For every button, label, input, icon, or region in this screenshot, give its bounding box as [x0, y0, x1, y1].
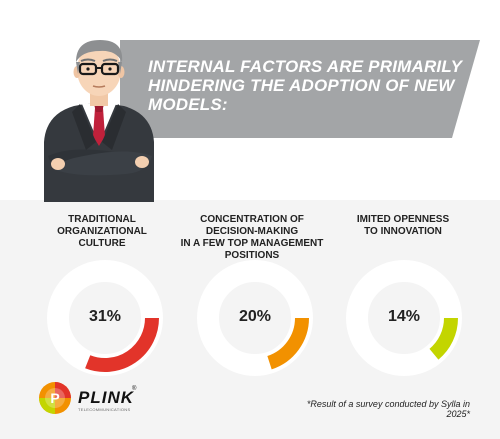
logo-mark: P: [50, 390, 59, 406]
donut-slice: [267, 317, 309, 370]
category-title-line: IN A FEW TOP MANAGEMENT: [180, 238, 324, 249]
businessman-illustration: [44, 40, 154, 202]
category-title-line: ORGANIZATIONAL: [57, 226, 147, 237]
category-title-line: TRADITIONAL: [68, 214, 136, 225]
headline-banner: [120, 40, 480, 138]
category-title-line: CONCENTRATION OF: [200, 214, 304, 225]
category-title-line: DECISION-MAKING: [205, 226, 299, 237]
value-label: 31%: [88, 308, 122, 325]
category-title-decision-making: CONCENTRATION OF DECISION-MAKING IN A FE…: [177, 214, 327, 262]
survey-footnote: *Result of a survey conducted by Sylla i…: [306, 399, 470, 419]
category-title-line: TO INNOVATION: [364, 226, 442, 237]
category-title-line: POSITIONS: [224, 250, 280, 261]
category-title-innovation: IMITED OPENNESS TO INNOVATION: [328, 214, 478, 238]
logo-registered-mark: ®: [132, 386, 137, 392]
donut-chart-innovation: 14%: [344, 258, 464, 378]
donut-svg: [197, 260, 313, 376]
donut-chart-culture: 31%: [45, 258, 165, 378]
category-title-culture: TRADITIONAL ORGANIZATIONAL CULTURE: [27, 214, 177, 250]
category-title-line: IMITED OPENNESS: [356, 214, 450, 225]
donut-chart-decision-making: 20%: [195, 258, 315, 378]
category-title-line: CULTURE: [78, 238, 126, 249]
donut-svg: [346, 260, 462, 376]
value-label: 20%: [238, 308, 272, 325]
logo-tagline: TELECOMMUNICATIONS: [78, 407, 131, 412]
logo-name: PLINK: [78, 388, 134, 407]
donut-slice: [429, 317, 458, 360]
headline-text: INTERNAL FACTORS ARE PRIMARILY HINDERING…: [148, 57, 462, 114]
chart-panel: [0, 200, 500, 439]
donut-slice: [85, 317, 159, 372]
donut-svg: [47, 260, 163, 376]
plink-logo-icon: P: [39, 382, 71, 414]
value-label: 14%: [387, 308, 421, 325]
